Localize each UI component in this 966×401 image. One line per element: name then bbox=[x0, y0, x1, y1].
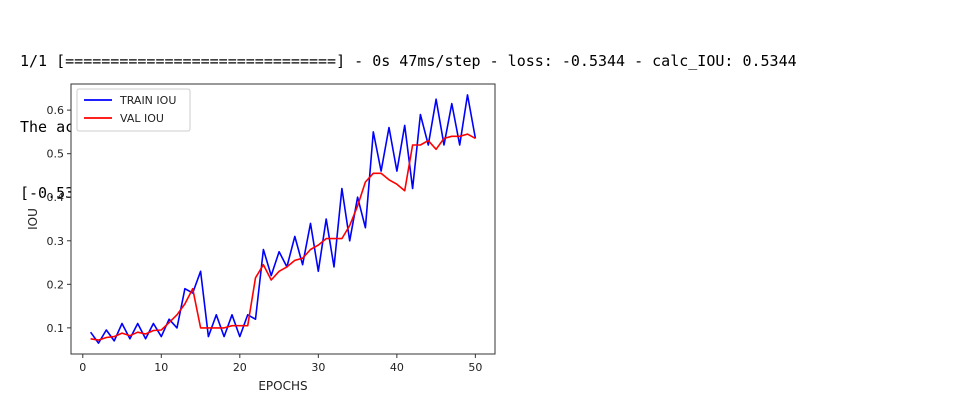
y-tick-label: 0.4 bbox=[47, 191, 65, 204]
x-axis-label: EPOCHS bbox=[258, 379, 307, 393]
y-axis-label: IOU bbox=[26, 208, 40, 230]
y-tick-label: 0.5 bbox=[47, 148, 65, 161]
y-tick-label: 0.6 bbox=[47, 104, 65, 117]
y-tick-label: 0.1 bbox=[47, 322, 65, 335]
legend-entry: TRAIN IOU bbox=[119, 94, 176, 107]
x-tick-label: 30 bbox=[311, 361, 325, 374]
series-line-val-iou bbox=[90, 133, 476, 341]
x-ticks: 0 10 20 30 40 50 bbox=[79, 354, 482, 374]
legend: TRAIN IOU VAL IOU bbox=[76, 88, 191, 132]
x-tick-label: 0 bbox=[79, 361, 86, 374]
y-tick-label: 0.2 bbox=[47, 278, 65, 291]
x-tick-label: 10 bbox=[154, 361, 168, 374]
x-tick-label: 40 bbox=[390, 361, 404, 374]
legend-entry: VAL IOU bbox=[120, 112, 164, 125]
y-ticks: 0.1 0.2 0.3 0.4 0.5 0.6 bbox=[47, 104, 71, 335]
series-lines bbox=[89, 94, 477, 344]
x-tick-label: 20 bbox=[233, 361, 247, 374]
progress-line: 1/1 [==============================] - 0… bbox=[20, 52, 797, 70]
x-tick-label: 50 bbox=[468, 361, 482, 374]
y-tick-label: 0.3 bbox=[47, 235, 65, 248]
series-line-train-iou bbox=[89, 94, 477, 344]
